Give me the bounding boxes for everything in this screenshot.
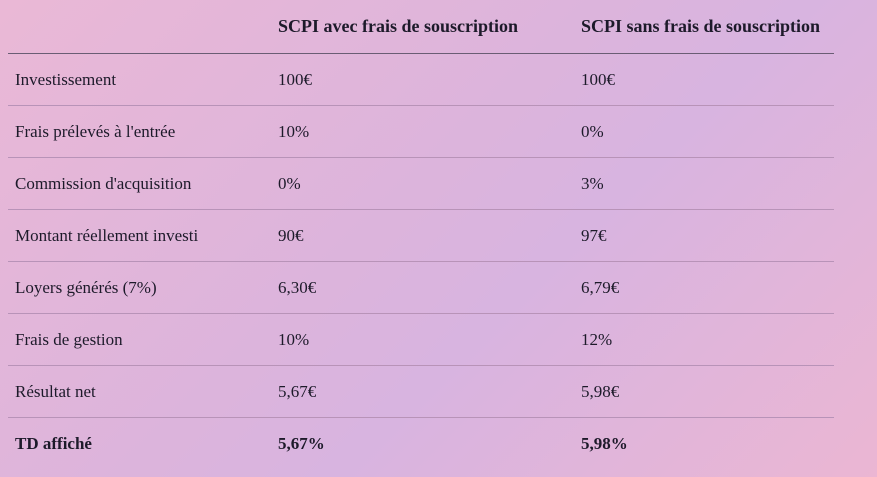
- cell: 97€: [574, 209, 834, 262]
- table-row: Investissement 100€ 100€: [8, 53, 834, 106]
- header-row: SCPI avec frais de souscription SCPI sans…: [8, 0, 834, 54]
- row-label: Commission d'acquisition: [8, 157, 271, 210]
- table-row: Résultat net 5,67€ 5,98€: [8, 365, 834, 418]
- cell: 100€: [574, 53, 834, 106]
- cell: 10%: [271, 105, 574, 158]
- cell: 10%: [271, 313, 574, 366]
- cell: 100€: [271, 53, 574, 106]
- table-row: Montant réellement investi 90€ 97€: [8, 209, 834, 262]
- cell: 12%: [574, 313, 834, 366]
- table-row: Loyers générés (7%) 6,30€ 6,79€: [8, 261, 834, 314]
- row-label: Investissement: [8, 53, 271, 106]
- row-label: Loyers générés (7%): [8, 261, 271, 314]
- cell: 5,98€: [574, 365, 834, 418]
- header-cell: [8, 0, 271, 54]
- cell: 3%: [574, 157, 834, 210]
- table-body: Investissement 100€ 100€ Frais prélevés à l…: [8, 53, 834, 470]
- comparison-table: SCPI avec frais de souscription SCPI sans…: [8, 0, 834, 469]
- row-label: TD affiché: [15, 433, 92, 453]
- cell: 6,30€: [271, 261, 574, 314]
- header-cell: SCPI avec frais de souscription: [271, 0, 574, 54]
- table-row: Frais prélevés à l'entrée 10% 0%: [8, 105, 834, 158]
- row-label: Frais de gestion: [8, 313, 271, 366]
- table-row: TD affiché 5,67% 5,98%: [8, 418, 834, 470]
- cell: 0%: [271, 157, 574, 210]
- cell: 5,98%: [581, 433, 628, 453]
- row-label: Montant réellement investi: [8, 209, 271, 262]
- cell: 5,67%: [278, 433, 325, 453]
- table-row: Commission d'acquisition 0% 3%: [8, 157, 834, 210]
- cell: 5,67€: [271, 365, 574, 418]
- cell: 90€: [271, 209, 574, 262]
- cell: 6,79€: [574, 261, 834, 314]
- header-cell: SCPI sans frais de souscription: [574, 0, 834, 54]
- row-label: Frais prélevés à l'entrée: [8, 105, 271, 158]
- row-label: Résultat net: [8, 365, 271, 418]
- cell: 0%: [574, 105, 834, 158]
- table-row: Frais de gestion 10% 12%: [8, 313, 834, 366]
